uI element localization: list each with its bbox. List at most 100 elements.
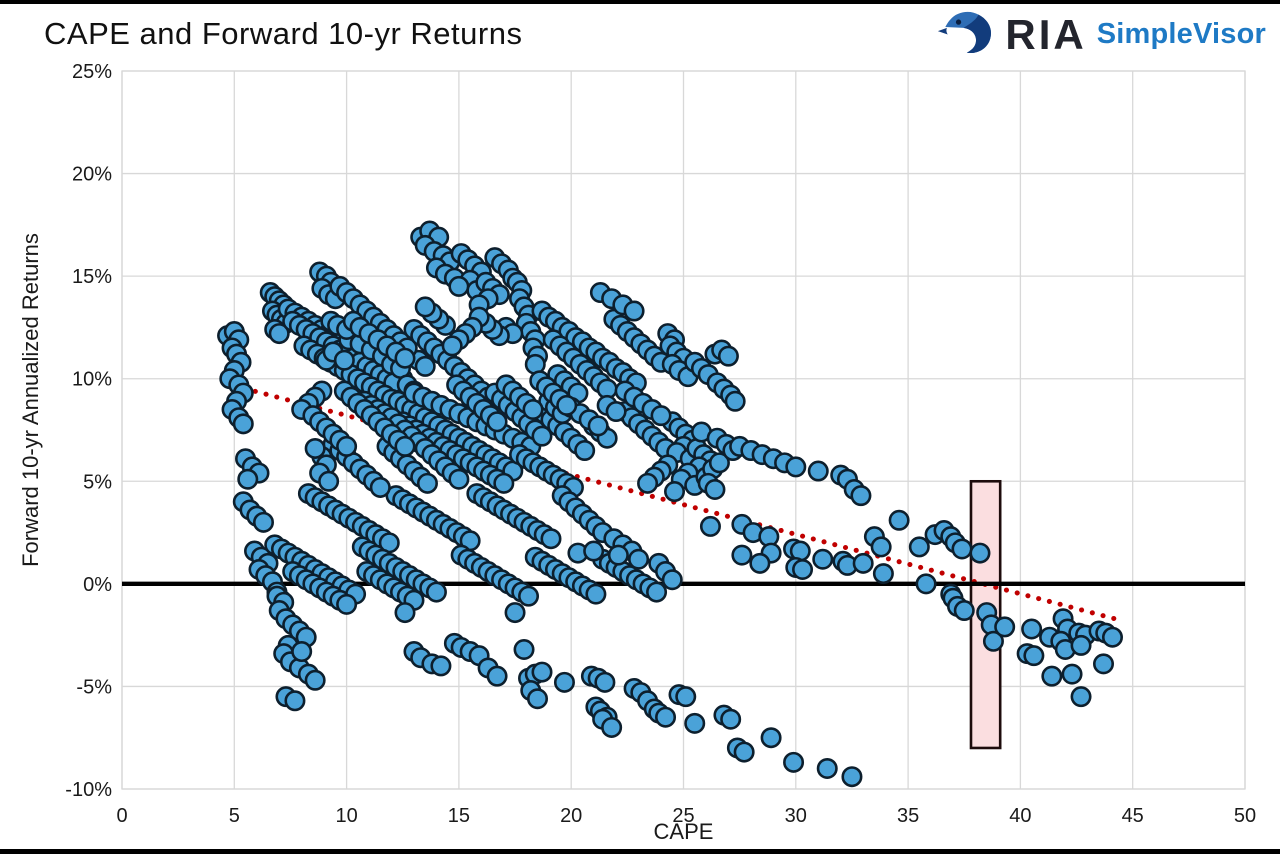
data-point (708, 452, 730, 474)
x-tick-label: 0 (116, 805, 127, 827)
eagle-icon (937, 8, 995, 61)
y-axis-title: Forward 10-yr Annualized Returns (18, 233, 43, 567)
data-point (684, 712, 706, 734)
plot-border (121, 70, 1246, 790)
x-tick-label: 20 (560, 805, 582, 827)
data-point (504, 602, 526, 624)
data-point (982, 630, 1004, 652)
data-point (731, 544, 753, 566)
data-point (493, 472, 515, 494)
data-point (675, 686, 697, 708)
x-tick-label: 30 (785, 805, 807, 827)
data-point (583, 540, 605, 562)
data-point (605, 401, 627, 423)
data-point (394, 435, 416, 457)
data-point (1041, 665, 1063, 687)
data-point (655, 706, 677, 728)
data-point (807, 460, 829, 482)
data-point (518, 585, 540, 607)
data-point (237, 468, 259, 490)
data-point (574, 440, 596, 462)
data-point (531, 661, 553, 683)
x-axis-title: CAPE (654, 819, 714, 844)
data-point (717, 345, 739, 367)
data-point (850, 485, 872, 507)
y-tick-label: 10% (72, 369, 112, 391)
data-point (888, 509, 910, 531)
x-tick-label: 10 (335, 805, 357, 827)
data-point (268, 323, 290, 345)
chart-title: CAPE and Forward 10-yr Returns (44, 16, 523, 51)
data-point (628, 548, 650, 570)
data-point (394, 602, 416, 624)
x-tick-label: 40 (1009, 805, 1031, 827)
data-point (908, 536, 930, 558)
data-point (792, 558, 814, 580)
data-point (994, 616, 1016, 638)
y-tick-label: 0% (83, 574, 112, 596)
data-point (414, 296, 436, 318)
data-point (661, 569, 683, 591)
data-point (336, 435, 358, 457)
data-point (1101, 626, 1123, 648)
data-point (416, 472, 438, 494)
data-point (646, 581, 668, 603)
data-point (304, 669, 326, 691)
data-point (1070, 686, 1092, 708)
data-point (291, 641, 313, 663)
data-point (556, 394, 578, 416)
data-point (852, 552, 874, 574)
data-point (513, 639, 535, 661)
y-tick-label: -5% (76, 676, 112, 698)
data-point (336, 593, 358, 615)
x-tick-label: 35 (897, 805, 919, 827)
y-tick-label: 25% (72, 61, 112, 83)
data-point (587, 415, 609, 437)
data-point (531, 425, 553, 447)
data-point (448, 275, 470, 297)
data-point (1070, 634, 1092, 656)
data-point (522, 398, 544, 420)
data-point (951, 538, 973, 560)
data-point (699, 515, 721, 537)
data-point (841, 766, 863, 788)
data-point (812, 548, 834, 570)
data-point (527, 688, 549, 710)
data-point (232, 413, 254, 435)
top-border (0, 0, 1280, 4)
data-point (704, 478, 726, 500)
data-point (623, 300, 645, 322)
x-tick-label: 15 (448, 805, 470, 827)
data-point (915, 573, 937, 595)
data-point (724, 390, 746, 412)
data-point (252, 511, 274, 533)
data-point (594, 671, 616, 693)
data-point (749, 552, 771, 574)
data-point (585, 583, 607, 605)
y-tick-label: -10% (65, 779, 112, 801)
data-point (414, 355, 436, 377)
data-point (369, 476, 391, 498)
data-point (650, 405, 672, 427)
data-point (333, 349, 355, 371)
data-point (664, 481, 686, 503)
data-point (304, 437, 326, 459)
data-point (1021, 618, 1043, 640)
data-point (318, 470, 340, 492)
data-point (486, 411, 508, 433)
data-point (870, 536, 892, 558)
data-point (720, 708, 742, 730)
ria-simplevisor-logo: RIA SimpleVisor (937, 8, 1266, 61)
x-tick-label: 45 (1122, 805, 1144, 827)
y-tick-label: 20% (72, 164, 112, 186)
data-point (553, 671, 575, 693)
data-point (785, 456, 807, 478)
data-point (1061, 663, 1083, 685)
data-point (448, 468, 470, 490)
data-point (733, 741, 755, 763)
data-point (394, 347, 416, 369)
bottom-border (0, 849, 1280, 854)
logo-company-text: RIA (1005, 10, 1087, 58)
